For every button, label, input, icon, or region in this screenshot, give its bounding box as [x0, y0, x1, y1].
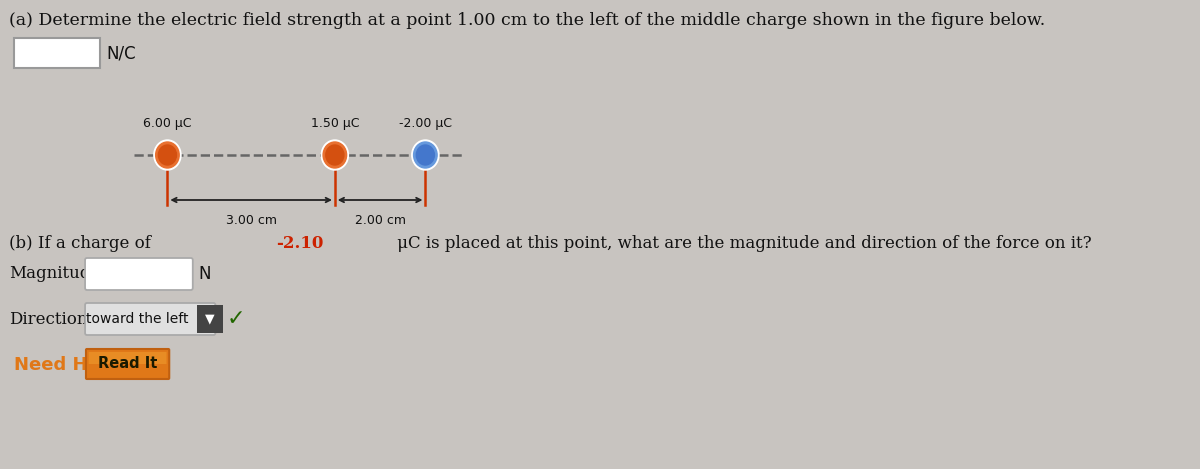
Circle shape — [416, 145, 434, 165]
Circle shape — [158, 145, 176, 165]
FancyBboxPatch shape — [85, 303, 215, 335]
Text: -2.10: -2.10 — [276, 235, 323, 252]
Text: (a) Determine the electric field strength at a point 1.00 cm to the left of the : (a) Determine the electric field strengt… — [10, 12, 1045, 29]
Text: 3.00 cm: 3.00 cm — [226, 214, 277, 227]
Circle shape — [412, 140, 439, 170]
Circle shape — [156, 142, 179, 168]
Circle shape — [414, 142, 437, 168]
Text: 2.00 cm: 2.00 cm — [355, 214, 406, 227]
Text: N: N — [198, 265, 211, 283]
Text: ▼: ▼ — [205, 312, 215, 325]
Text: -2.00 μC: -2.00 μC — [398, 117, 452, 130]
Text: Direction: Direction — [10, 310, 88, 327]
Text: 6.00 μC: 6.00 μC — [143, 117, 192, 130]
Text: (b) If a charge of: (b) If a charge of — [10, 235, 156, 252]
Bar — [197, 305, 223, 333]
FancyBboxPatch shape — [86, 349, 169, 379]
Text: ✓: ✓ — [227, 309, 245, 329]
Text: Read It: Read It — [98, 356, 157, 371]
Text: Need Help?: Need Help? — [13, 356, 128, 374]
FancyBboxPatch shape — [89, 352, 167, 364]
Circle shape — [322, 140, 348, 170]
FancyBboxPatch shape — [85, 258, 193, 290]
Circle shape — [154, 140, 181, 170]
Text: N/C: N/C — [107, 44, 137, 62]
Text: Magnitude: Magnitude — [10, 265, 101, 282]
Text: 1.50 μC: 1.50 μC — [311, 117, 359, 130]
Text: μC is placed at this point, what are the magnitude and direction of the force on: μC is placed at this point, what are the… — [392, 235, 1092, 252]
Circle shape — [326, 145, 344, 165]
Text: toward the left: toward the left — [86, 312, 188, 326]
Bar — [13, 38, 100, 68]
Circle shape — [323, 142, 347, 168]
